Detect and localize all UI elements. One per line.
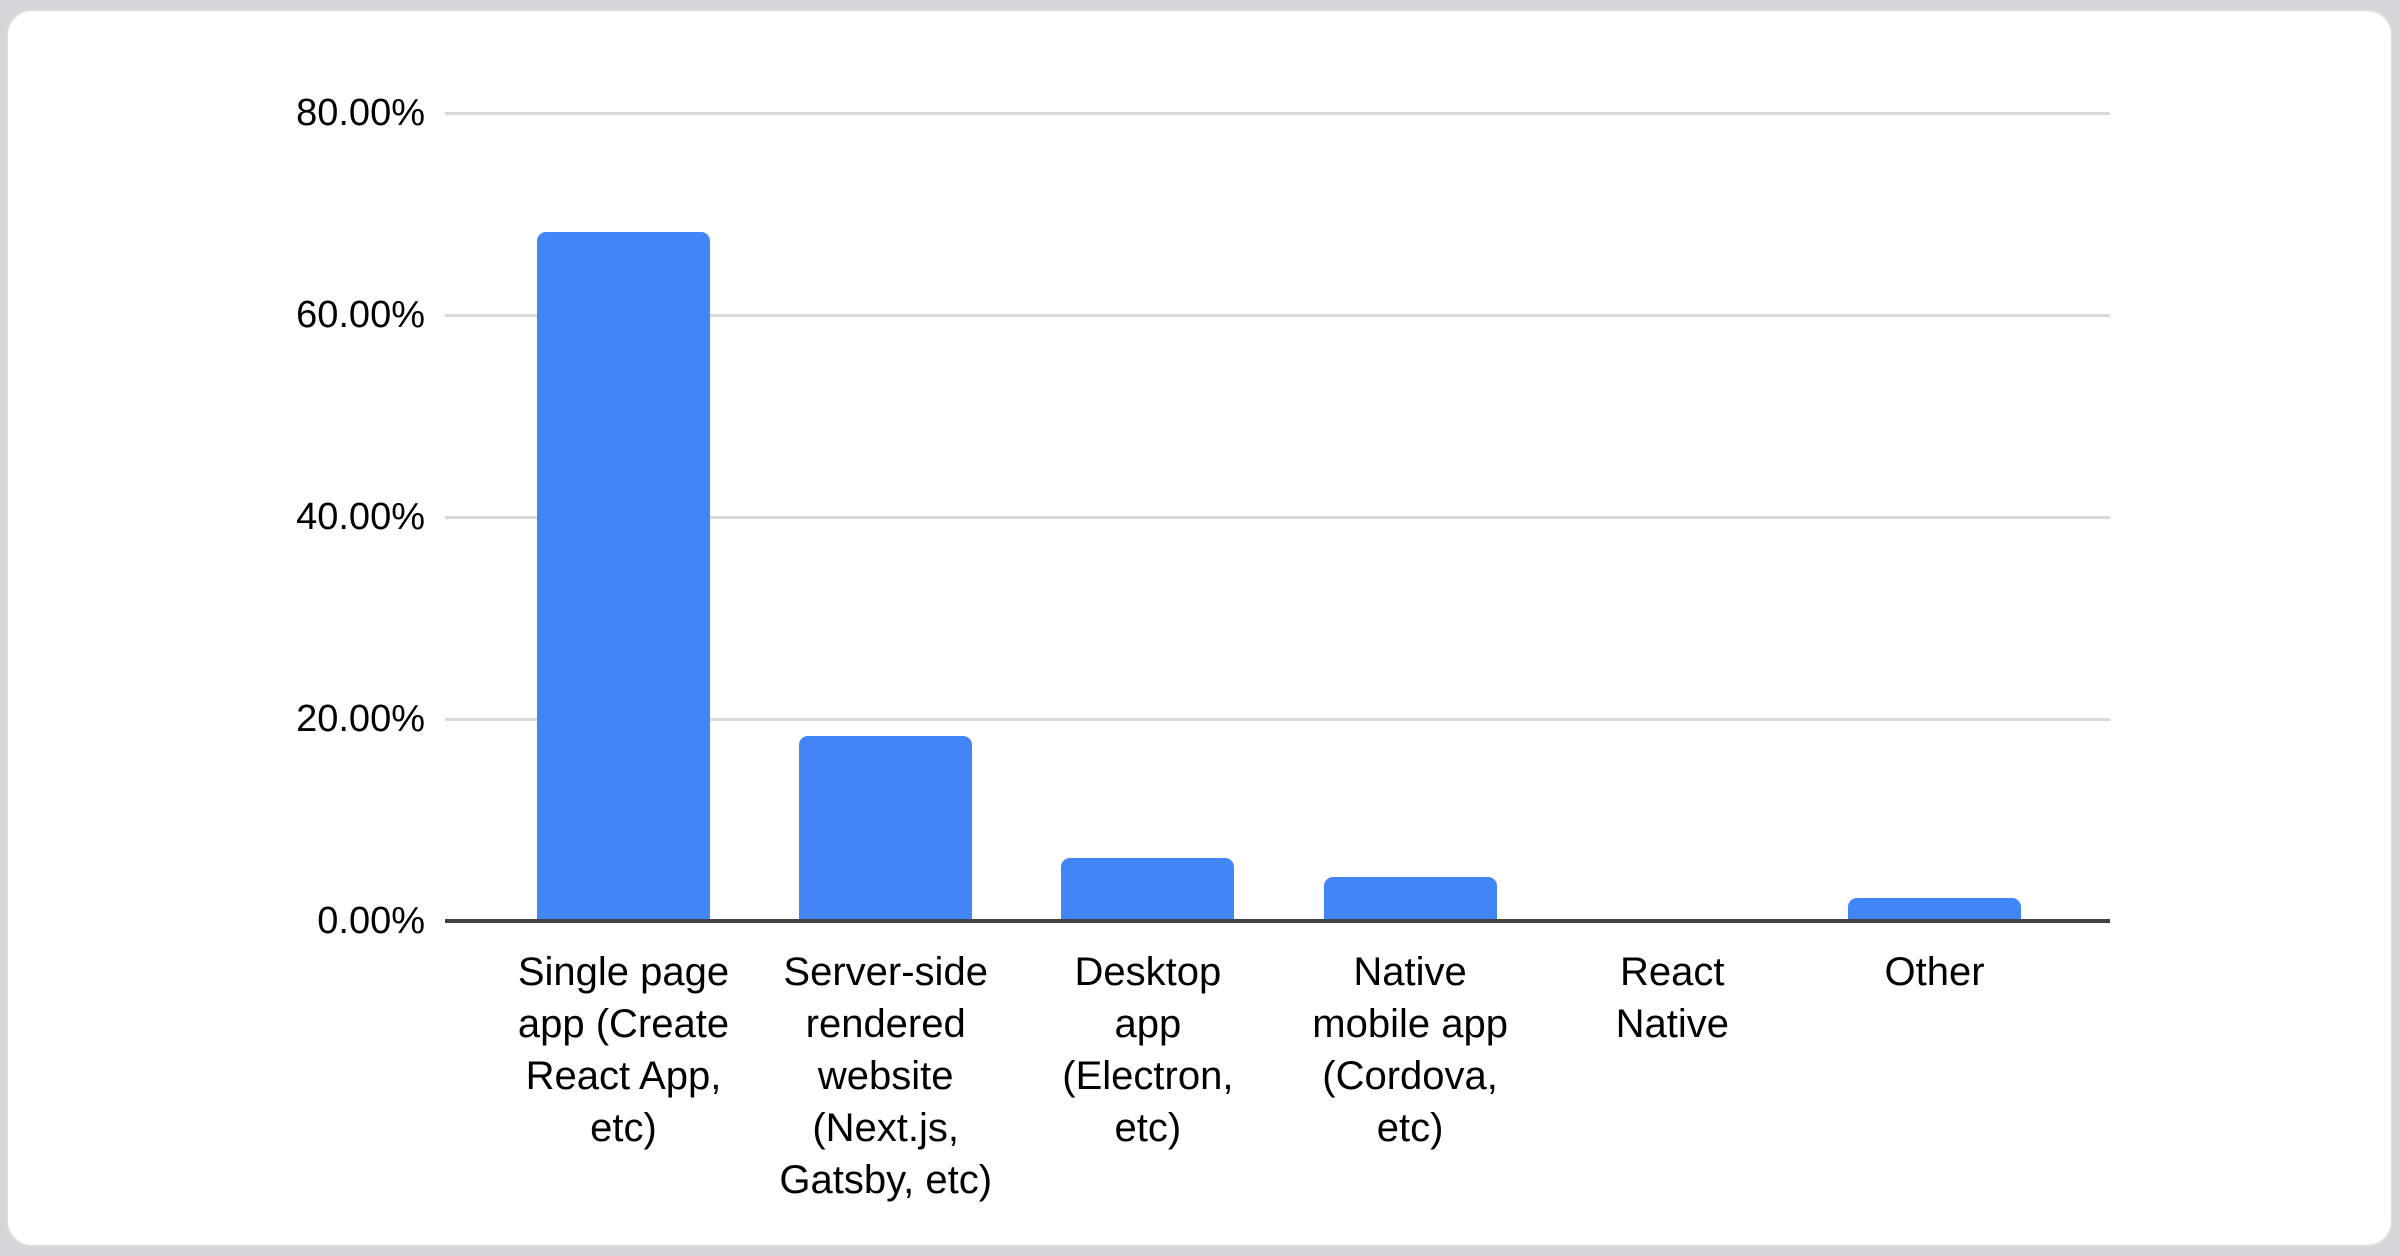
bar-0 [537,232,710,921]
gridline-20 [445,718,2110,721]
x-category-label-1: Server-side rendered website (Next.js, Gatsb… [779,950,993,1202]
y-tick-label: 60.00% [296,294,425,336]
bar-2 [1061,858,1235,921]
y-tick-label: 80.00% [296,92,425,134]
bar-1 [799,736,973,921]
chart-card [6,9,2393,1247]
x-category-label-5: Other [1884,950,1985,994]
x-category-label-2: Desktop app (Electron, etc) [1062,950,1234,1150]
bar-5 [1848,898,2021,921]
bar-3 [1323,877,1497,921]
gridline-80 [445,112,2110,115]
x-category-label-0: Single page app (Create React App, etc) [517,950,730,1150]
y-tick-label: 20.00% [296,698,425,740]
x-category-label-3: Native mobile app (Cordova, etc) [1312,950,1508,1150]
gridline-60 [445,314,2110,317]
x-category-label-4: React Native [1615,950,1729,1046]
baseline [445,919,2110,923]
y-tick-label: 0.00% [317,900,425,942]
gridline-40 [445,516,2110,519]
y-tick-label: 40.00% [296,496,425,538]
